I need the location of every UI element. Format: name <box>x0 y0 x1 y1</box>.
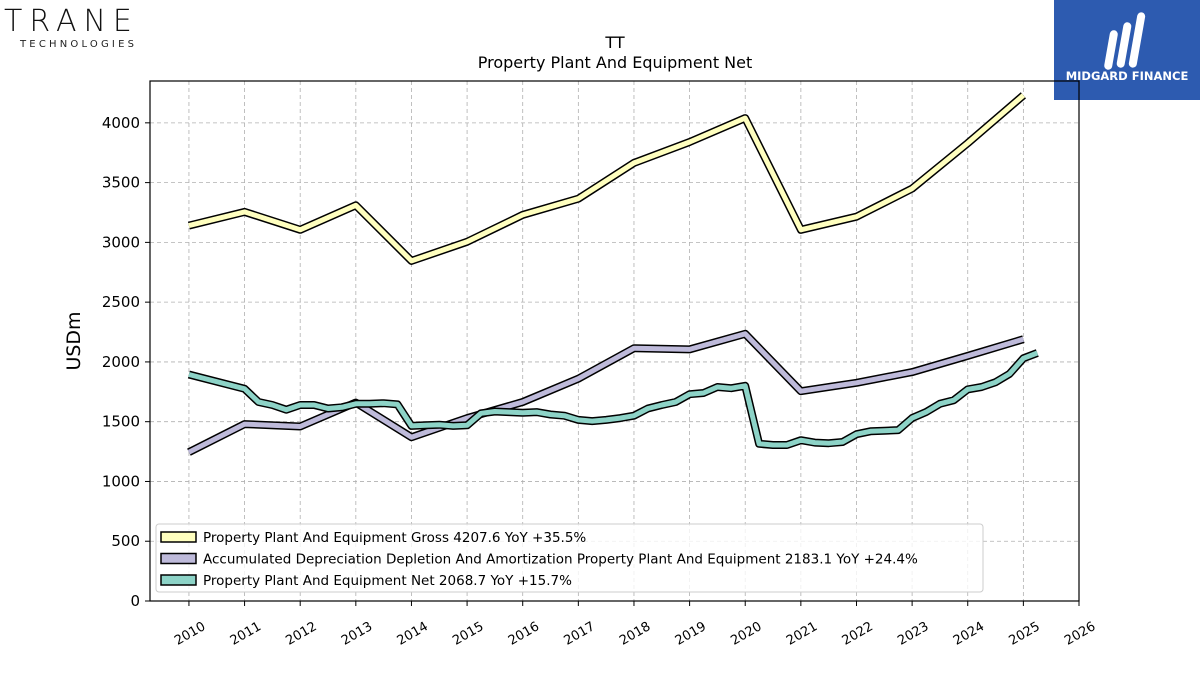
logo-brand-name: MIDGARD FINANCE <box>1065 69 1189 83</box>
x-tick-label: 2011 <box>228 619 264 649</box>
y-tick-label: 0 <box>130 592 140 610</box>
y-tick-label: 3500 <box>102 174 140 192</box>
x-tick-label: 2010 <box>172 619 208 649</box>
grid <box>150 81 1080 602</box>
series-line-1 <box>188 93 1026 264</box>
series-layer <box>187 92 1039 456</box>
y-tick-label: 500 <box>111 532 140 550</box>
x-tick-label: 2012 <box>283 619 319 649</box>
y-tick-label: 1500 <box>102 413 140 431</box>
x-tick-label: 2019 <box>673 619 709 649</box>
legend-swatch <box>160 531 197 543</box>
y-axis-label: USDm <box>63 311 85 370</box>
midgard-finance-logo: MIDGARD FINANCE <box>1054 0 1200 100</box>
legend-entry: Property Plant And Equipment Net 2068.7 … <box>203 573 572 589</box>
series-line-outline <box>187 349 1039 449</box>
legend: Property Plant And Equipment Gross 4207.… <box>155 523 984 593</box>
legend-swatch <box>160 574 197 586</box>
y-tick-label: 1000 <box>102 472 140 490</box>
y-tick-label: 3000 <box>102 233 140 251</box>
logo-subtitle: TECHNOLOGIES <box>20 39 138 50</box>
series-line-2 <box>187 331 1025 455</box>
x-tick-label: 2014 <box>395 619 431 649</box>
chart-title: TT <box>604 33 624 52</box>
x-tick-label: 2017 <box>562 619 598 649</box>
chart-subtitle: Property Plant And Equipment Net <box>478 53 753 72</box>
x-tick-label: 2018 <box>617 619 653 649</box>
x-tick-label: 2025 <box>1007 619 1043 649</box>
midgard-emblem-icon <box>1104 12 1146 70</box>
y-tick-label: 2500 <box>102 293 140 311</box>
x-tick-label: 2022 <box>840 619 876 649</box>
legend-box <box>155 523 984 593</box>
plot-frame <box>149 80 1080 602</box>
x-tick-label: 2013 <box>339 619 375 649</box>
series-line-3 <box>188 350 1039 448</box>
x-tick-label: 2015 <box>450 619 486 649</box>
y-tick-label: 4000 <box>102 114 140 132</box>
series-line-outline <box>187 329 1025 456</box>
x-tick-label: 2026 <box>1062 619 1098 649</box>
y-tick-label: 2000 <box>102 353 140 371</box>
legend-entry: Property Plant And Equipment Gross 4207.… <box>203 530 586 546</box>
legend-entry: Accumulated Depreciation Depletion And A… <box>203 552 918 568</box>
trane-technologies-logo: TRANE TECHNOLOGIES <box>4 4 164 52</box>
x-tick-label: 2016 <box>506 619 542 649</box>
x-tick-label: 2021 <box>784 619 820 649</box>
x-tick-label: 2020 <box>728 619 764 649</box>
legend-swatch <box>160 552 197 565</box>
x-tick-label: 2023 <box>895 619 931 649</box>
logo-wordmark: TRANE <box>4 4 139 39</box>
x-tick-label: 2024 <box>951 619 987 649</box>
